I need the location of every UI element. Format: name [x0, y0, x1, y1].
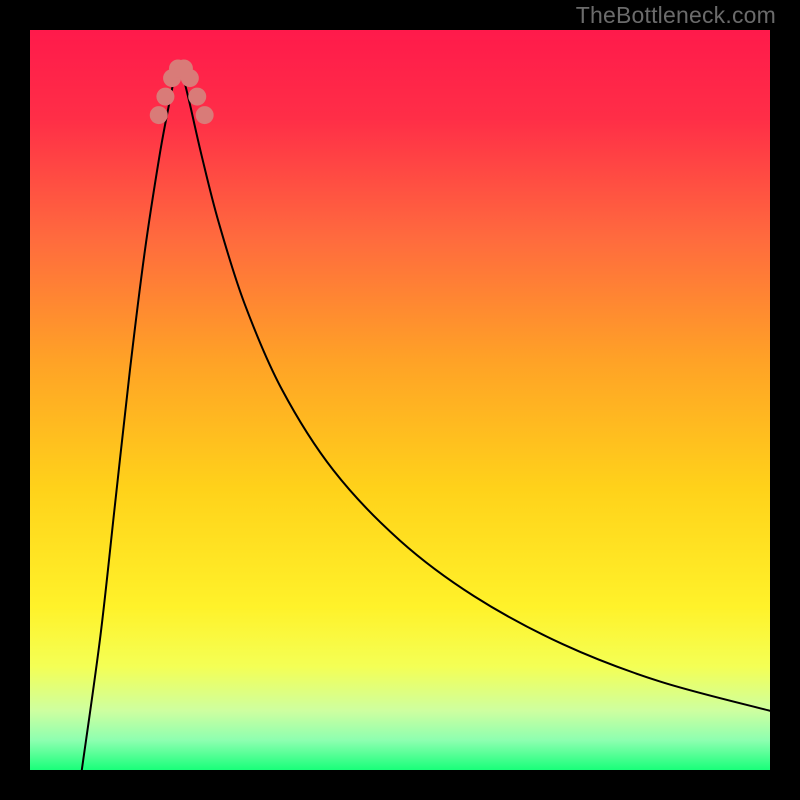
marker-dot [188, 88, 206, 106]
bottleneck-chart [0, 0, 800, 800]
watermark-text: TheBottleneck.com [576, 2, 776, 29]
marker-dot [150, 106, 168, 124]
gradient-background [30, 30, 770, 770]
marker-dot [196, 106, 214, 124]
marker-dot [156, 88, 174, 106]
marker-dot [181, 69, 199, 87]
chart-stage: TheBottleneck.com [0, 0, 800, 800]
